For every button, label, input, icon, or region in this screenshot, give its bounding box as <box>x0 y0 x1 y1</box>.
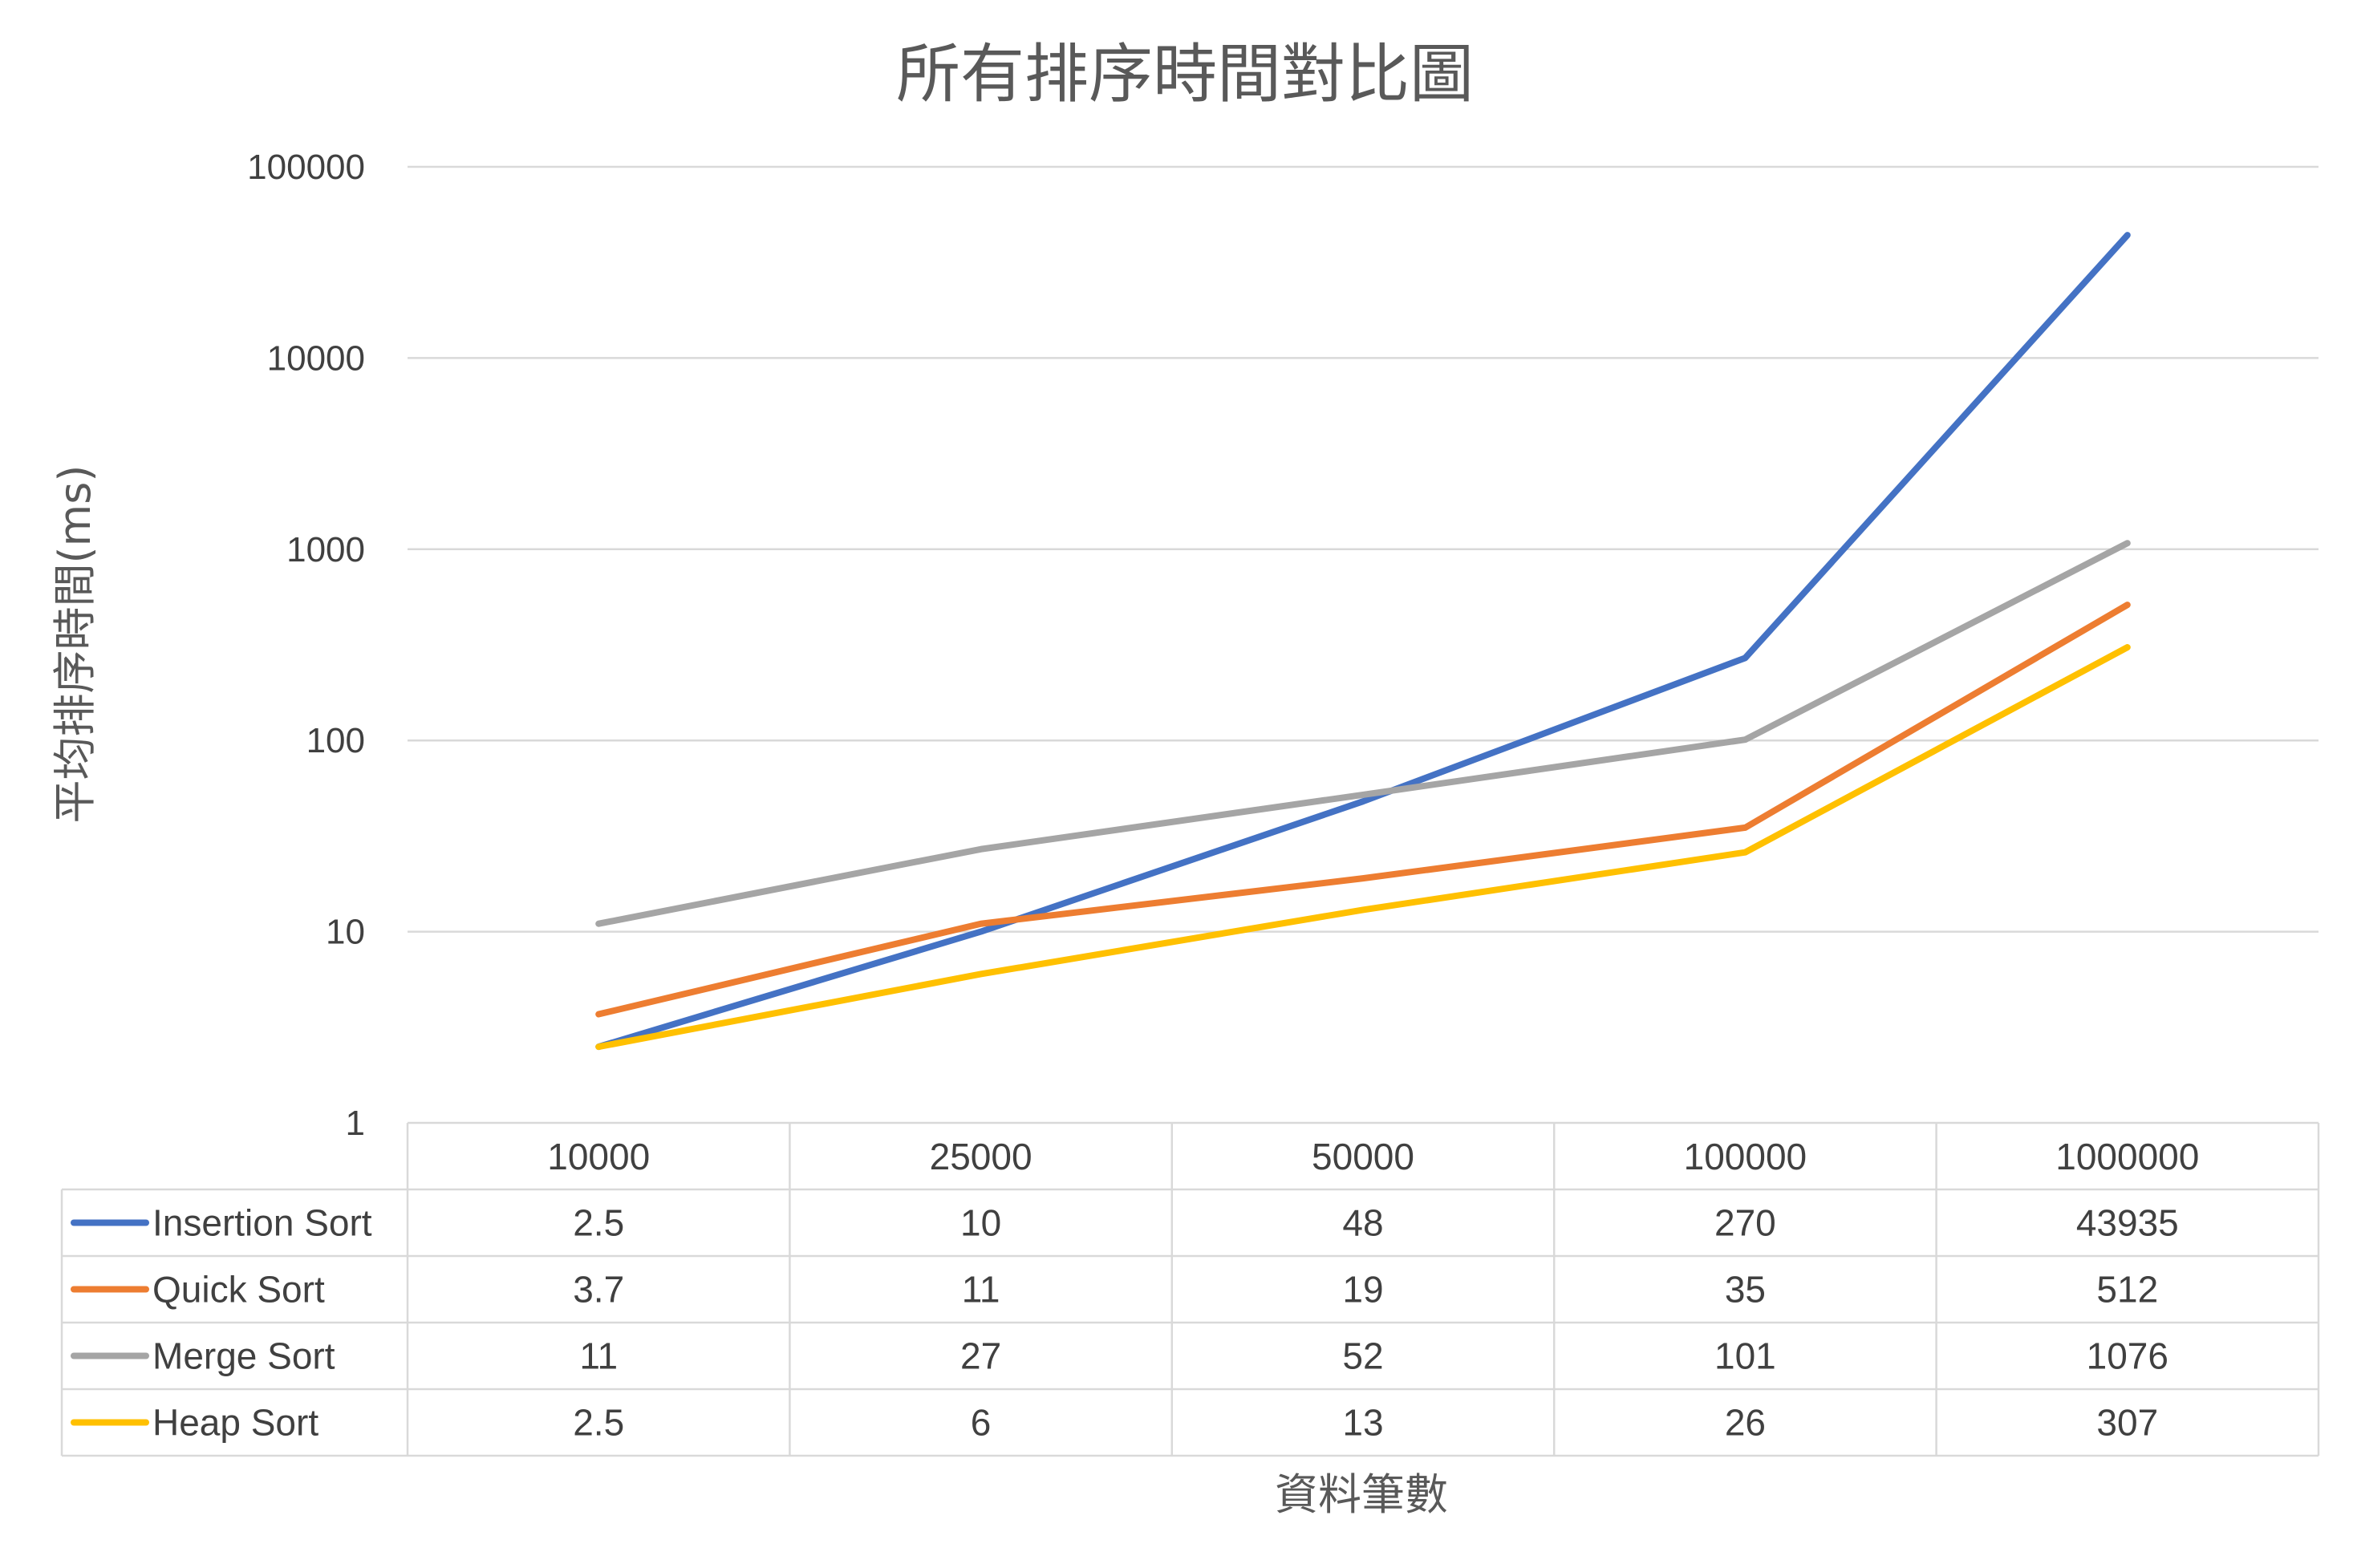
y-axis-ticks: 1 10 100 1000 10000 100000 <box>247 148 365 1143</box>
chart-title: 所有排序時間對比圖 <box>896 37 1474 111</box>
series-line <box>595 644 2131 1051</box>
gridlines <box>408 165 2319 933</box>
data-label: 2.5 <box>573 1202 624 1244</box>
data-label: 43935 <box>2076 1202 2179 1244</box>
x-axis-label: 資料筆數 <box>1275 1469 1448 1520</box>
legend-label: Merge Sort <box>152 1335 335 1377</box>
data-label: 11 <box>579 1335 618 1377</box>
series-line <box>595 540 2131 927</box>
legend-label: Quick Sort <box>152 1269 325 1311</box>
data-label: 1076 <box>2087 1335 2168 1377</box>
data-label: 10 <box>960 1202 1001 1244</box>
data-label: 13 <box>1342 1402 1383 1444</box>
x-tick-label: 10000 <box>547 1136 650 1177</box>
data-label: 101 <box>1714 1335 1776 1377</box>
x-tick-label: 25000 <box>930 1136 1032 1177</box>
series-line <box>595 232 2131 1051</box>
x-tick-label: 100000 <box>1684 1136 1807 1177</box>
x-tick-label: 1000000 <box>2055 1136 2199 1177</box>
y-axis-label: 平均排序時間(ms) <box>50 465 100 824</box>
y-tick-label: 1000 <box>286 530 365 569</box>
data-label: 48 <box>1342 1202 1383 1244</box>
series-line <box>595 602 2131 1018</box>
data-label: 11 <box>962 1269 1000 1311</box>
data-label: 6 <box>971 1402 992 1444</box>
data-label: 26 <box>1725 1402 1766 1444</box>
data-label: 19 <box>1342 1269 1383 1311</box>
legend-label: Heap Sort <box>152 1402 318 1444</box>
legend-label: Insertion Sort <box>152 1202 372 1244</box>
y-tick-label: 10 <box>326 913 365 952</box>
data-label: 35 <box>1725 1269 1766 1311</box>
data-label: 307 <box>2096 1402 2158 1444</box>
data-label: 27 <box>960 1335 1001 1377</box>
y-tick-label: 100000 <box>247 148 365 187</box>
y-tick-label: 10000 <box>267 338 365 378</box>
data-table: 10000 25000 50000 100000 1000000 Insertion So… <box>60 1121 2320 1457</box>
y-tick-label: 100 <box>306 721 365 760</box>
data-label: 512 <box>2096 1269 2158 1311</box>
series-lines <box>595 232 2131 1051</box>
data-label: 3.7 <box>573 1269 624 1311</box>
data-label: 270 <box>1714 1202 1776 1244</box>
data-label: 52 <box>1342 1335 1383 1377</box>
x-tick-label: 50000 <box>1312 1136 1414 1177</box>
data-label: 2.5 <box>573 1402 624 1444</box>
y-tick-label: 1 <box>346 1104 365 1143</box>
